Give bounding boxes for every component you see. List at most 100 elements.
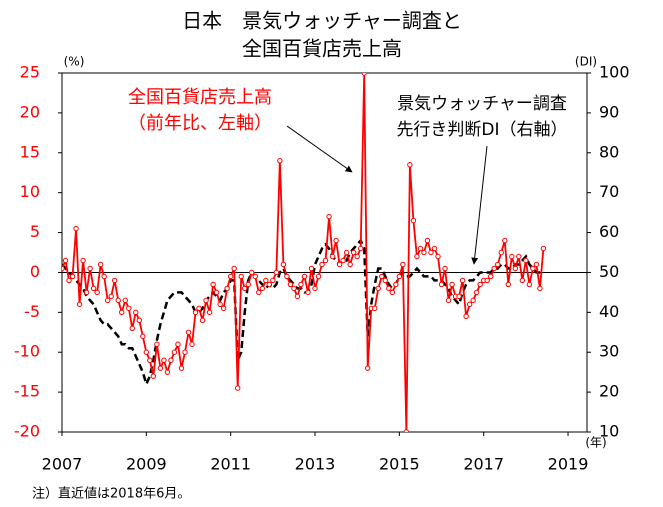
point [315,273,322,280]
y-tick-label: 15 [20,142,40,161]
point [182,349,188,355]
y2-tick-label: 70 [599,182,619,201]
y2-tick-label: 50 [599,262,619,281]
point [442,265,448,272]
y-tick-label: -10 [14,342,40,361]
point [396,273,403,280]
point [133,309,139,316]
x-tick-label: 2017 [463,455,504,474]
point [477,281,483,288]
point [270,277,276,284]
annotation: 景気ウォッチャー調査 [397,94,567,114]
series-line [62,73,545,432]
point [277,158,283,164]
point [463,313,469,320]
point [357,245,364,252]
point [164,369,171,375]
plot-frame [61,72,588,433]
point [301,273,308,280]
y2-tick-label: 60 [599,222,619,241]
point [94,289,100,296]
point [161,357,167,363]
point [435,253,441,260]
annotation: （前年比、左軸） [128,113,272,134]
x-tick-label: 2013 [295,455,336,474]
point [372,305,378,312]
y2-tick-label: 90 [599,102,619,121]
point [280,261,287,268]
point [252,273,258,280]
point [365,365,371,371]
point [343,249,350,256]
point [101,273,107,280]
point [410,217,417,224]
x-axis-label: (年) [585,436,606,450]
point [213,289,220,296]
point [235,385,241,391]
point [196,305,202,312]
point [249,269,255,276]
point [530,265,536,272]
y2-tick-label: 40 [599,302,619,321]
point [417,245,424,252]
point [393,281,399,288]
point [305,289,311,296]
point [62,257,69,264]
point [80,257,86,264]
y-tick-label: 20 [20,102,40,121]
point [224,285,230,292]
point [336,261,343,268]
annotation: 先行き判断DI（右軸） [396,120,567,140]
point [431,245,438,252]
point [76,301,83,308]
point [126,305,132,312]
point [97,261,104,268]
point [540,245,547,252]
point [537,285,543,292]
point [115,297,121,304]
point [199,317,206,324]
point [178,365,185,371]
point [175,341,181,347]
point [533,261,540,268]
point [122,297,128,304]
y2-tick-label: 10 [599,422,619,441]
point [242,285,248,292]
point [424,237,431,244]
point [210,281,216,288]
arrow [471,145,488,265]
point [119,309,125,316]
point [87,265,93,272]
point [523,257,529,264]
point [136,317,143,324]
point [516,253,522,260]
point [403,429,410,432]
point [266,281,273,288]
point [108,293,114,300]
point [220,305,227,312]
y-tick-label: -15 [14,382,40,401]
point [509,253,515,260]
point [157,365,164,371]
point [449,281,455,288]
x-tick-label: 2007 [42,455,83,474]
point [168,357,174,363]
point [287,281,294,288]
point [206,309,213,316]
point [62,265,65,272]
point [104,297,111,304]
point [414,253,420,260]
point [329,253,336,260]
point [256,289,262,296]
point [488,273,494,280]
point [171,349,178,355]
point [312,285,318,292]
y-axis-label: (%) [64,55,85,69]
arrow [286,125,353,173]
point [259,285,266,292]
point [203,297,209,304]
point [495,261,501,268]
annotation: 全国百貨店売上高 [128,87,272,108]
point [470,297,476,304]
